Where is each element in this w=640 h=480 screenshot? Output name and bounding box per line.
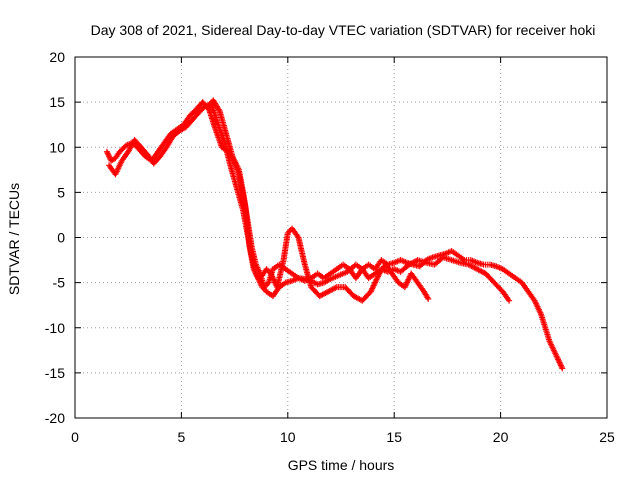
y-tick-label: 0	[57, 230, 65, 246]
x-tick-label: 0	[71, 429, 79, 445]
y-tick-label: -20	[45, 410, 65, 426]
x-tick-label: 20	[493, 429, 509, 445]
x-tick-label: 25	[599, 429, 615, 445]
data-point	[559, 365, 566, 372]
y-tick-label: 10	[49, 139, 65, 155]
y-tick-label: 15	[49, 94, 65, 110]
y-axis-label: SDTVAR / TECUs	[6, 183, 22, 295]
y-tick-label: -10	[45, 320, 65, 336]
grid-lines	[75, 57, 607, 418]
x-tick-label: 5	[178, 429, 186, 445]
data-point	[506, 297, 513, 304]
x-tick-label: 15	[386, 429, 402, 445]
data-points	[103, 97, 566, 372]
y-tick-label: -15	[45, 365, 65, 381]
y-tick-label: 20	[49, 49, 65, 65]
data-point	[425, 295, 432, 302]
x-tick-label: 10	[280, 429, 296, 445]
y-tick-label: -5	[53, 275, 66, 291]
x-axis-label: GPS time / hours	[288, 457, 395, 473]
axis-ticks: 0 5 10 15 20 25 -20 -15 -10 -5 0 5 10 15 20	[45, 49, 615, 445]
y-tick-label: 5	[57, 184, 65, 200]
chart-title: Day 308 of 2021, Sidereal Day-to-day VTE…	[91, 22, 596, 38]
